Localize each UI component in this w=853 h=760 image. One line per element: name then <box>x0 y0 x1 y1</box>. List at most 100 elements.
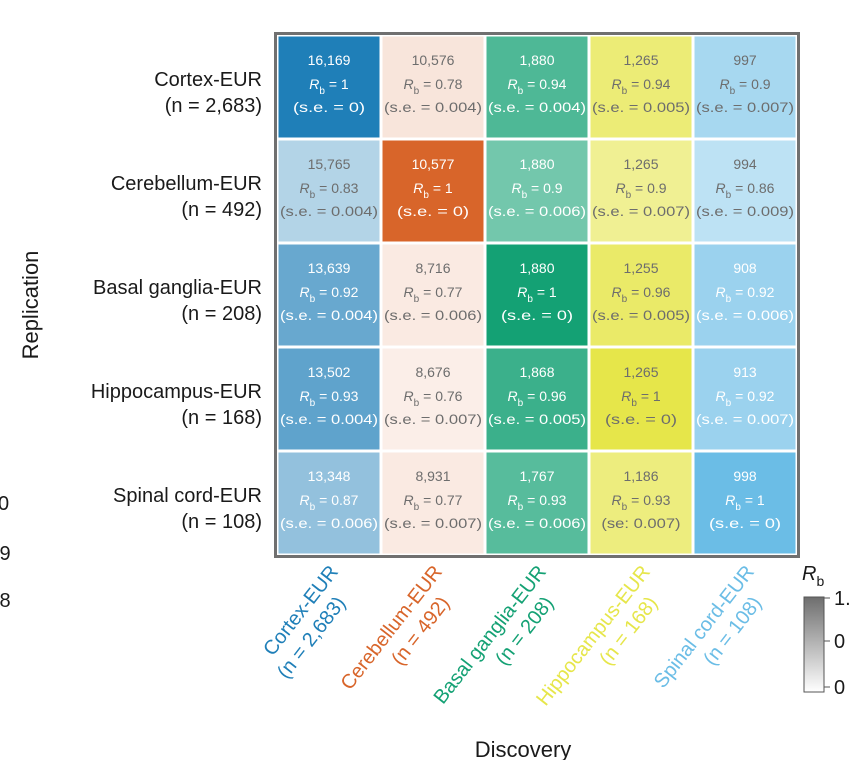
cell-count: 8,931 <box>415 468 450 484</box>
column-label: Spinal cord-EUR(n = 108) <box>650 562 766 693</box>
cell-rb: Rb = 0.77 <box>404 492 463 513</box>
cell-count: 1,880 <box>519 156 554 172</box>
cell-se: (s.e. = 0.007) <box>696 99 794 115</box>
cell-se: (s.e. = 0) <box>709 515 781 531</box>
color-scale-bar <box>803 596 825 693</box>
cell-count: 1,868 <box>519 364 554 380</box>
cell-count: 997 <box>733 52 757 68</box>
heatmap-cell: 10,576 Rb = 0.78 (s.e. = 0.004) <box>382 36 484 138</box>
cell-rect <box>278 36 380 138</box>
cell-se: (s.e. = 0.007) <box>384 411 482 427</box>
cell-count: 998 <box>733 468 757 484</box>
column-labels: Cortex-EUR(n = 2,683)Cerebellum-EUR(n = … <box>259 562 766 710</box>
cell-count: 1,767 <box>519 468 554 484</box>
row-label: Cerebellum-EUR <box>111 173 262 195</box>
heatmap-cell: 8,716 Rb = 0.77 (s.e. = 0.006) <box>382 244 484 346</box>
cell-count: 8,716 <box>415 260 450 276</box>
heatmap-cell: 994 Rb = 0.86 (s.e. = 0.009) <box>694 140 796 242</box>
cell-se: (s.e. = 0) <box>293 99 365 115</box>
clipped-tick-label: .8 <box>0 590 11 612</box>
grid-frame <box>274 32 800 558</box>
heatmap-cell: 15,765 Rb = 0.83 (s.e. = 0.004) <box>278 140 380 242</box>
color-scale-title: Rb <box>802 563 824 589</box>
cell-rb: Rb = 0.92 <box>716 388 775 409</box>
column-label: Hippocampus-EUR(n = 168) <box>532 562 662 710</box>
heatmap-cell: 8,676 Rb = 0.76 (s.e. = 0.007) <box>382 348 484 450</box>
heatmap-cell: 13,502 Rb = 0.93 (s.e. = 0.004) <box>278 348 380 450</box>
cell-rect <box>694 244 796 346</box>
cell-count: 10,576 <box>412 52 455 68</box>
cell-count: 1,186 <box>623 468 658 484</box>
cell-se: (s.e. = 0.005) <box>488 411 586 427</box>
cell-se: (s.e. = 0.006) <box>488 515 586 531</box>
clipped-legend-ticks: 0 .9 .8 <box>0 493 11 612</box>
cell-rb: Rb = 0.9 <box>719 76 770 97</box>
heatmap-cell: 1,265 Rb = 0.9 (s.e. = 0.007) <box>590 140 692 242</box>
cell-rb: Rb = 1 <box>517 284 557 305</box>
cell-se: (s.e. = 0.007) <box>384 515 482 531</box>
cell-rect <box>486 36 588 138</box>
cell-se: (se: 0.007) <box>601 515 680 531</box>
cell-se: (s.e. = 0.005) <box>592 307 690 323</box>
cell-rect <box>694 36 796 138</box>
cell-rb: Rb = 0.86 <box>716 180 775 201</box>
cell-rb: Rb = 0.92 <box>716 284 775 305</box>
row-label: Cortex-EUR <box>154 69 262 91</box>
cell-count: 1,265 <box>623 156 658 172</box>
heatmap-cell: 908 Rb = 0.92 (s.e. = 0.006) <box>694 244 796 346</box>
clipped-tick-label: .9 <box>0 543 11 565</box>
row-labels: Cortex-EUR (n = 2,683) Cerebellum-EUR (n = … <box>91 69 262 533</box>
cell-count: 1,265 <box>623 364 658 380</box>
cell-rect <box>382 244 484 346</box>
cell-se: (s.e. = 0.004) <box>280 411 378 427</box>
cell-count: 1,880 <box>519 260 554 276</box>
heatmap-cell: 13,639 Rb = 0.92 (s.e. = 0.004) <box>278 244 380 346</box>
heatmap-cell: 1,265 Rb = 1 (s.e. = 0) <box>590 348 692 450</box>
cell-rb: Rb = 0.96 <box>508 388 567 409</box>
heatmap-cell: 16,169 Rb = 1 (s.e. = 0) <box>278 36 380 138</box>
cell-rb: Rb = 0.96 <box>612 284 671 305</box>
cell-rect <box>590 244 692 346</box>
cell-count: 15,765 <box>308 156 351 172</box>
cell-count: 994 <box>733 156 757 172</box>
cell-count: 10,577 <box>412 156 455 172</box>
cell-rect <box>278 244 380 346</box>
cell-count: 13,348 <box>308 468 351 484</box>
cell-rb: Rb = 0.9 <box>615 180 666 201</box>
cell-rect <box>694 452 796 554</box>
cell-rb: Rb = 0.93 <box>612 492 671 513</box>
cell-rect <box>590 452 692 554</box>
cell-count: 1,255 <box>623 260 658 276</box>
heatmap-cell: 8,931 Rb = 0.77 (s.e. = 0.007) <box>382 452 484 554</box>
row-label: Hippocampus-EUR <box>91 381 262 403</box>
cell-rect <box>278 140 380 242</box>
clipped-tick-label: 0 <box>0 493 9 515</box>
color-scale-tick-label: 0 <box>834 631 845 653</box>
cell-rb: Rb = 0.94 <box>508 76 567 97</box>
cell-rect <box>382 36 484 138</box>
cell-count: 13,639 <box>308 260 351 276</box>
cell-se: (s.e. = 0.006) <box>280 515 378 531</box>
color-scale-tick-label: 1. <box>834 588 851 610</box>
cell-rect <box>382 348 484 450</box>
cell-se: (s.e. = 0) <box>501 307 573 323</box>
cell-rect <box>278 452 380 554</box>
heatmap-cell: 1,767 Rb = 0.93 (s.e. = 0.006) <box>486 452 588 554</box>
cell-rb: Rb = 0.9 <box>511 180 562 201</box>
cell-se: (s.e. = 0) <box>397 203 469 219</box>
cell-rect <box>278 348 380 450</box>
cell-count: 13,502 <box>308 364 351 380</box>
color-scale-legend: Rb 1. 0 0 <box>802 563 851 699</box>
row-n-label: (n = 208) <box>181 303 262 325</box>
cell-se: (s.e. = 0.004) <box>384 99 482 115</box>
cell-count: 908 <box>733 260 757 276</box>
heatmap-cell: 10,577 Rb = 1 (s.e. = 0) <box>382 140 484 242</box>
heatmap-cell: 1,880 Rb = 0.94 (s.e. = 0.004) <box>486 36 588 138</box>
cell-se: (s.e. = 0.006) <box>488 203 586 219</box>
color-scale-tick-label: 0 <box>834 677 845 699</box>
cell-rb: Rb = 0.87 <box>300 492 359 513</box>
cell-rb: Rb = 1 <box>621 388 661 409</box>
heatmap-cells: 16,169 Rb = 1 (s.e. = 0) 10,576 Rb = 0.78 (s.… <box>278 36 796 554</box>
cell-rect <box>486 244 588 346</box>
